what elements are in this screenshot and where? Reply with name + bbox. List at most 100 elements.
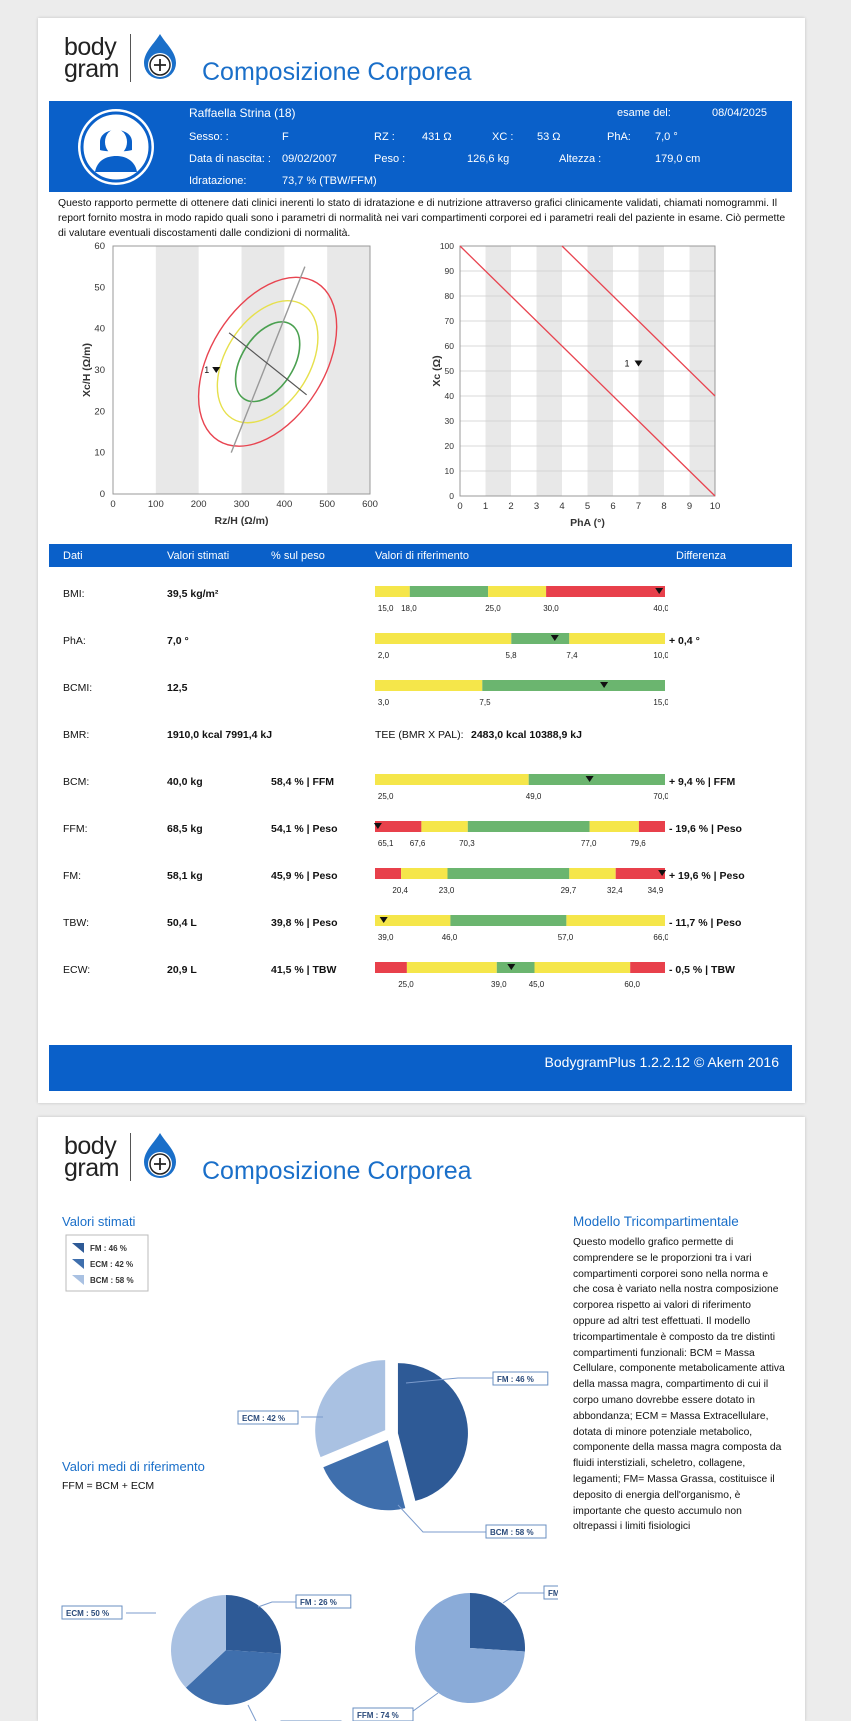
exam-date: 08/04/2025 <box>712 107 768 119</box>
range-segment <box>450 915 567 926</box>
pie-slice <box>323 1440 406 1511</box>
page-footer: BodygramPlus 1.2.2.12 © Akern 2016 <box>49 1045 792 1091</box>
range-segment <box>421 821 468 832</box>
range-segment <box>630 962 665 973</box>
row-percent: 41,5 % | TBW <box>271 964 337 976</box>
y-tick-label: 60 <box>445 341 455 351</box>
rz-label: RZ : <box>374 131 395 143</box>
pie-slice <box>315 1360 386 1458</box>
rz-value: 431 Ω <box>422 131 452 143</box>
leader-line <box>397 1504 486 1533</box>
range-segment <box>638 821 665 832</box>
value-marker <box>585 776 594 782</box>
range-tick-label: 49,0 <box>526 792 542 801</box>
reference-line-low <box>459 245 716 497</box>
row-label: BCMI: <box>63 682 93 694</box>
reference-bar: 25,0 49,0 70,0 <box>375 774 668 801</box>
range-segment <box>534 962 631 973</box>
legend-label: BCM : 58 % <box>90 1276 134 1285</box>
label-fm: FM : 46 % <box>497 1375 534 1384</box>
logo-word-body: body <box>64 33 117 61</box>
range-segment <box>406 962 497 973</box>
range-tick-label: 15,0 <box>378 604 394 613</box>
legend-swatch <box>72 1259 84 1269</box>
label-bcm: BCM : 58 % <box>490 1528 534 1537</box>
range-tick-label: 7,5 <box>479 698 491 707</box>
data-table-header: Dati Valori stimati % sul peso Valori di… <box>49 544 792 567</box>
range-tick-label: 39,0 <box>378 933 394 942</box>
value-marker <box>658 870 667 876</box>
range-segment <box>488 586 547 597</box>
leader-line <box>502 1592 544 1604</box>
label-ecm-box <box>237 1410 299 1425</box>
x-tick-label: 9 <box>687 501 692 512</box>
range-segment <box>546 586 665 597</box>
range-segment <box>447 868 570 879</box>
col-rif: Valori di riferimento <box>375 550 469 562</box>
x-tick-label: 300 <box>234 499 250 510</box>
row-difference: - 19,6 % | Peso <box>669 823 742 835</box>
range-segment <box>589 821 639 832</box>
range-tick-label: 15,0 <box>653 698 668 707</box>
row-percent: 58,4 % | FFM <box>271 776 335 788</box>
range-tick-label: 29,7 <box>561 886 577 895</box>
sex-value: F <box>282 131 289 143</box>
range-segment <box>375 962 407 973</box>
range-tick-label: 25,0 <box>485 604 501 613</box>
major-axis <box>230 266 306 453</box>
patient-point <box>634 360 643 367</box>
range-segment <box>566 915 665 926</box>
range-segment <box>569 868 616 879</box>
ellipse-75 <box>216 300 319 424</box>
bodygram-logo: body gram <box>64 32 184 92</box>
row-percent: 54,1 % | Peso <box>271 823 338 835</box>
section-valori-stimati: Valori stimati <box>62 1214 136 1229</box>
y-axis-label: Xc (Ω) <box>431 355 443 386</box>
legend-swatch <box>72 1243 84 1253</box>
range-segment <box>375 868 402 879</box>
range-tick-label: 60,0 <box>624 980 640 989</box>
pie-slice <box>185 1650 281 1705</box>
page-title-2: Composizione Corporea <box>202 1157 472 1185</box>
range-segment <box>409 586 489 597</box>
pha-label: PhA: <box>607 131 631 143</box>
y-tick-label: 80 <box>445 291 455 301</box>
range-segment <box>401 868 448 879</box>
height-label: Altezza : <box>559 153 602 165</box>
leader-line <box>257 1601 296 1608</box>
hydration-label: Idratazione: <box>189 175 247 187</box>
x-tick-label: 7 <box>636 501 641 512</box>
pie-slice <box>470 1593 525 1652</box>
y-tick-label: 10 <box>445 466 455 476</box>
weight-value: 126,6 kg <box>467 153 510 165</box>
row-label: TBW: <box>63 917 90 929</box>
exam-label: esame del: <box>617 107 671 119</box>
y-tick-label: 20 <box>445 441 455 451</box>
y-tick-label: 0 <box>449 491 454 501</box>
y-tick-label: 50 <box>94 282 105 293</box>
formula-text: FFM = BCM + ECM <box>62 1480 155 1492</box>
reference-bar: 25,0 39,0 45,0 60,0 <box>375 962 665 989</box>
label-ref-fm2-box <box>543 1585 558 1600</box>
range-tick-label: 18,0 <box>401 604 417 613</box>
row-value: 1910,0 kcal 7991,4 kJ <box>167 729 273 741</box>
tolerance-ellipses <box>197 276 338 447</box>
range-tick-label: 7,4 <box>566 651 578 660</box>
range-segment <box>375 915 451 926</box>
range-tick-label: 70,0 <box>653 792 668 801</box>
x-tick-label: 500 <box>319 499 335 510</box>
value-marker <box>373 823 382 829</box>
xc-label: XC : <box>492 131 514 143</box>
legend-label: ECM : 42 % <box>90 1260 133 1269</box>
range-segment <box>511 633 570 644</box>
label-ref-fm-box <box>295 1594 352 1609</box>
y-tick-label: 90 <box>445 266 455 276</box>
dob-value: 09/02/2007 <box>282 153 338 165</box>
pie-slice <box>397 1363 468 1501</box>
range-tick-label: 34,9 <box>648 886 664 895</box>
range-tick-label: 10,0 <box>653 651 668 660</box>
range-tick-label: 70,3 <box>459 839 475 848</box>
range-tick-label: 32,4 <box>607 886 623 895</box>
x-tick-label: 2 <box>508 501 513 512</box>
